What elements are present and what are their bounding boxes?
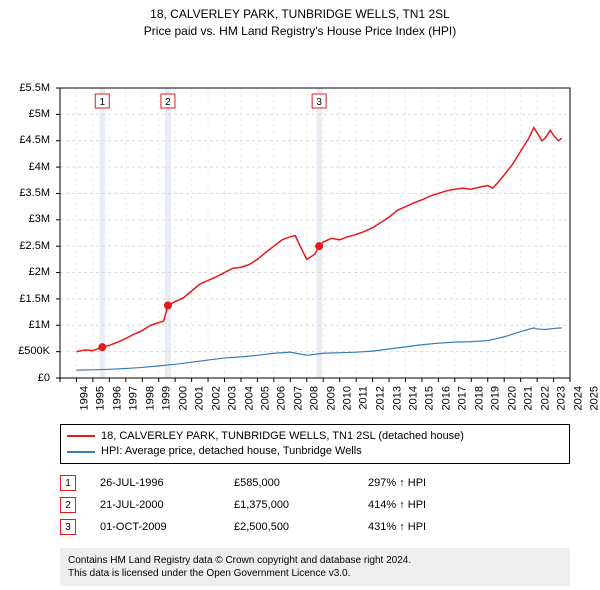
attribution-line2: This data is licensed under the Open Gov… bbox=[68, 567, 562, 580]
attribution-line1: Contains HM Land Registry data © Crown c… bbox=[68, 554, 562, 567]
svg-text:1: 1 bbox=[99, 97, 105, 108]
marker-date-3: 01-OCT-2009 bbox=[100, 521, 210, 533]
x-tick-label: 2024 bbox=[572, 386, 584, 410]
x-tick-label: 2004 bbox=[243, 386, 255, 410]
marker-badge-3: 3 bbox=[60, 519, 76, 535]
y-tick-label: £3M bbox=[0, 213, 50, 225]
x-tick-label: 1996 bbox=[111, 386, 123, 410]
marker-date-2: 21-JUL-2000 bbox=[100, 499, 210, 511]
x-tick-label: 2025 bbox=[588, 386, 600, 410]
y-tick-label: £1M bbox=[0, 319, 50, 331]
x-tick-label: 2015 bbox=[424, 386, 436, 410]
marker-price-3: £2,500,500 bbox=[234, 521, 344, 533]
legend-swatch-property bbox=[67, 435, 95, 437]
title-line1: 18, CALVERLEY PARK, TUNBRIDGE WELLS, TN1… bbox=[0, 6, 600, 23]
marker-price-2: £1,375,000 bbox=[234, 499, 344, 511]
x-tick-label: 2010 bbox=[342, 386, 354, 410]
chart-svg: 1 2 3 bbox=[0, 40, 600, 418]
x-tick-label: 2008 bbox=[309, 386, 321, 410]
sale-marker-row: 2 21-JUL-2000 £1,375,000 414% ↑ HPI bbox=[60, 494, 570, 516]
x-tick-label: 2001 bbox=[194, 386, 206, 410]
title-line2: Price paid vs. HM Land Registry's House … bbox=[0, 23, 600, 40]
marker-price-1: £585,000 bbox=[234, 477, 344, 489]
x-tick-label: 1997 bbox=[128, 386, 140, 410]
y-tick-label: £3.5M bbox=[0, 187, 50, 199]
y-tick-label: £5.5M bbox=[0, 82, 50, 94]
x-tick-label: 2009 bbox=[325, 386, 337, 410]
x-tick-label: 2014 bbox=[408, 386, 420, 410]
x-tick-label: 2012 bbox=[375, 386, 387, 410]
sale-marker-row: 1 26-JUL-1996 £585,000 297% ↑ HPI bbox=[60, 472, 570, 494]
y-tick-label: £5M bbox=[0, 108, 50, 120]
x-tick-label: 1999 bbox=[161, 386, 173, 410]
y-tick-label: £0 bbox=[0, 372, 50, 384]
y-tick-label: £2M bbox=[0, 266, 50, 278]
x-tick-label: 2007 bbox=[292, 386, 304, 410]
x-tick-label: 2000 bbox=[177, 386, 189, 410]
sale-marker-row: 3 01-OCT-2009 £2,500,500 431% ↑ HPI bbox=[60, 516, 570, 538]
marker-badge-1: 1 bbox=[60, 475, 76, 491]
y-tick-label: £500K bbox=[0, 345, 50, 357]
legend-label-property: 18, CALVERLEY PARK, TUNBRIDGE WELLS, TN1… bbox=[101, 429, 464, 444]
x-tick-label: 2018 bbox=[473, 386, 485, 410]
x-tick-label: 1995 bbox=[95, 386, 107, 410]
legend: 18, CALVERLEY PARK, TUNBRIDGE WELLS, TN1… bbox=[60, 424, 570, 465]
x-tick-label: 1998 bbox=[144, 386, 156, 410]
x-tick-label: 2013 bbox=[391, 386, 403, 410]
x-tick-label: 2003 bbox=[227, 386, 239, 410]
x-tick-label: 2006 bbox=[276, 386, 288, 410]
attribution: Contains HM Land Registry data © Crown c… bbox=[60, 548, 570, 586]
x-tick-label: 2017 bbox=[457, 386, 469, 410]
marker-pct-3: 431% ↑ HPI bbox=[368, 521, 478, 533]
chart-area: 1 2 3 £0 £500K £1M £1.5M £2M £2.5M £3M £3.5M £4M £4… bbox=[0, 40, 600, 418]
y-tick-label: £1.5M bbox=[0, 293, 50, 305]
legend-label-hpi: HPI: Average price, detached house, Tunb… bbox=[101, 444, 362, 459]
x-tick-label: 1994 bbox=[78, 386, 90, 410]
marker-pct-2: 414% ↑ HPI bbox=[368, 499, 478, 511]
x-tick-label: 2020 bbox=[506, 386, 518, 410]
x-tick-label: 2002 bbox=[210, 386, 222, 410]
svg-text:3: 3 bbox=[316, 97, 322, 108]
legend-swatch-hpi bbox=[67, 451, 95, 453]
chart-title: 18, CALVERLEY PARK, TUNBRIDGE WELLS, TN1… bbox=[0, 0, 600, 40]
x-tick-label: 2016 bbox=[440, 386, 452, 410]
marker-date-1: 26-JUL-1996 bbox=[100, 477, 210, 489]
x-tick-label: 2005 bbox=[259, 386, 271, 410]
x-tick-label: 2021 bbox=[523, 386, 535, 410]
y-tick-label: £4M bbox=[0, 161, 50, 173]
legend-row-hpi: HPI: Average price, detached house, Tunb… bbox=[67, 444, 563, 459]
svg-text:2: 2 bbox=[165, 97, 171, 108]
y-tick-label: £2.5M bbox=[0, 240, 50, 252]
x-tick-label: 2019 bbox=[490, 386, 502, 410]
marker-pct-1: 297% ↑ HPI bbox=[368, 477, 478, 489]
x-tick-label: 2011 bbox=[357, 386, 369, 410]
sale-marker-table: 1 26-JUL-1996 £585,000 297% ↑ HPI 2 21-J… bbox=[60, 472, 570, 538]
marker-badge-2: 2 bbox=[60, 497, 76, 513]
y-tick-label: £4.5M bbox=[0, 134, 50, 146]
x-tick-label: 2023 bbox=[556, 386, 568, 410]
legend-row-property: 18, CALVERLEY PARK, TUNBRIDGE WELLS, TN1… bbox=[67, 429, 563, 444]
x-tick-label: 2022 bbox=[539, 386, 551, 410]
